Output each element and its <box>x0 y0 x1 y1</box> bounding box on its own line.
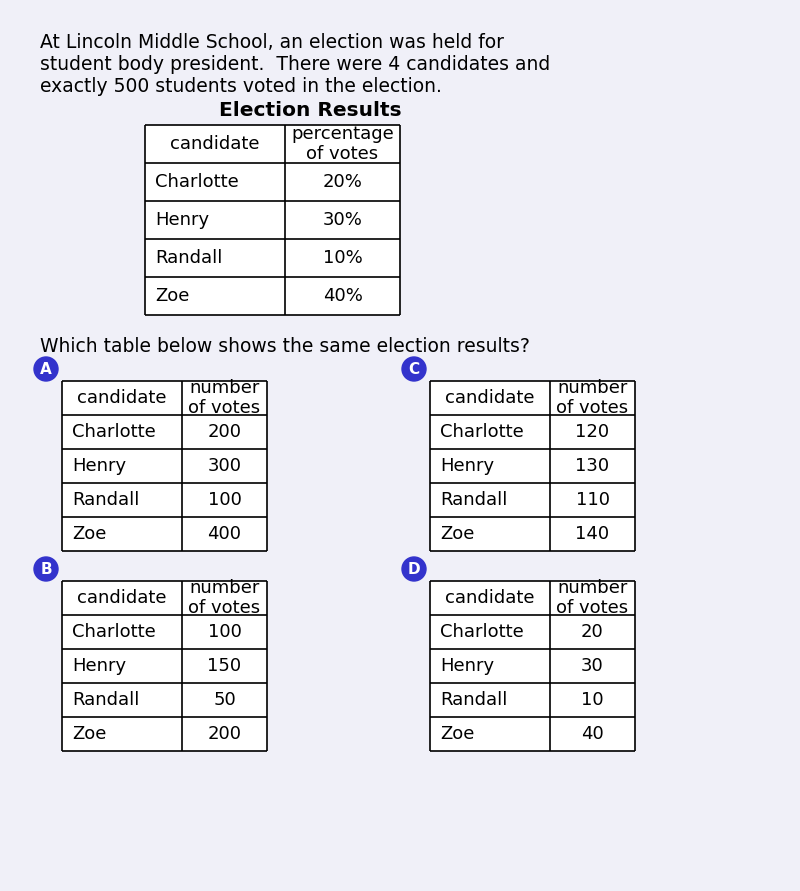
Text: 30: 30 <box>581 657 604 675</box>
Text: 100: 100 <box>207 623 242 641</box>
Text: 20%: 20% <box>322 173 362 191</box>
Text: Election Results: Election Results <box>218 101 402 120</box>
Text: D: D <box>408 561 420 576</box>
FancyBboxPatch shape <box>62 381 267 551</box>
FancyBboxPatch shape <box>430 581 635 751</box>
Text: 200: 200 <box>207 423 242 441</box>
Text: Henry: Henry <box>155 211 209 229</box>
Text: candidate: candidate <box>170 135 260 153</box>
Circle shape <box>34 357 58 381</box>
Text: Which table below shows the same election results?: Which table below shows the same electio… <box>40 337 530 356</box>
Text: C: C <box>409 362 419 377</box>
Circle shape <box>402 557 426 581</box>
Text: 110: 110 <box>575 491 610 509</box>
Text: candidate: candidate <box>446 589 534 607</box>
Text: Charlotte: Charlotte <box>72 423 156 441</box>
Text: Charlotte: Charlotte <box>440 623 524 641</box>
Text: student body president.  There were 4 candidates and: student body president. There were 4 can… <box>40 55 550 74</box>
Text: candidate: candidate <box>78 389 166 407</box>
Text: Henry: Henry <box>72 657 126 675</box>
Text: Zoe: Zoe <box>440 725 474 743</box>
Text: B: B <box>40 561 52 576</box>
Text: Charlotte: Charlotte <box>440 423 524 441</box>
Text: candidate: candidate <box>78 589 166 607</box>
Text: Randall: Randall <box>440 691 507 709</box>
Text: 10: 10 <box>581 691 604 709</box>
Text: percentage
of votes: percentage of votes <box>291 125 394 163</box>
Text: 40%: 40% <box>322 287 362 305</box>
Text: 140: 140 <box>575 525 610 543</box>
Text: exactly 500 students voted in the election.: exactly 500 students voted in the electi… <box>40 77 442 96</box>
Text: 130: 130 <box>575 457 610 475</box>
Text: 120: 120 <box>575 423 610 441</box>
Text: number
of votes: number of votes <box>189 379 261 417</box>
Text: Henry: Henry <box>72 457 126 475</box>
Text: 20: 20 <box>581 623 604 641</box>
Text: Zoe: Zoe <box>155 287 190 305</box>
Text: Randall: Randall <box>72 691 139 709</box>
Text: Zoe: Zoe <box>72 525 106 543</box>
Text: Randall: Randall <box>440 491 507 509</box>
Text: 300: 300 <box>207 457 242 475</box>
FancyBboxPatch shape <box>145 125 400 315</box>
Text: Charlotte: Charlotte <box>155 173 238 191</box>
Text: 100: 100 <box>207 491 242 509</box>
Text: number
of votes: number of votes <box>557 578 629 617</box>
Text: candidate: candidate <box>446 389 534 407</box>
Text: Charlotte: Charlotte <box>72 623 156 641</box>
Text: Zoe: Zoe <box>440 525 474 543</box>
Text: Henry: Henry <box>440 457 494 475</box>
Text: Randall: Randall <box>155 249 222 267</box>
Text: Zoe: Zoe <box>72 725 106 743</box>
Text: number
of votes: number of votes <box>189 578 261 617</box>
Text: number
of votes: number of votes <box>557 379 629 417</box>
Text: 50: 50 <box>213 691 236 709</box>
Text: At Lincoln Middle School, an election was held for: At Lincoln Middle School, an election wa… <box>40 33 504 52</box>
Circle shape <box>34 557 58 581</box>
Text: Henry: Henry <box>440 657 494 675</box>
Text: 150: 150 <box>207 657 242 675</box>
Text: 40: 40 <box>581 725 604 743</box>
Text: Randall: Randall <box>72 491 139 509</box>
FancyBboxPatch shape <box>430 381 635 551</box>
Circle shape <box>402 357 426 381</box>
Text: 10%: 10% <box>322 249 362 267</box>
Text: 30%: 30% <box>322 211 362 229</box>
FancyBboxPatch shape <box>62 581 267 751</box>
Text: A: A <box>40 362 52 377</box>
Text: 200: 200 <box>207 725 242 743</box>
Text: 400: 400 <box>207 525 242 543</box>
